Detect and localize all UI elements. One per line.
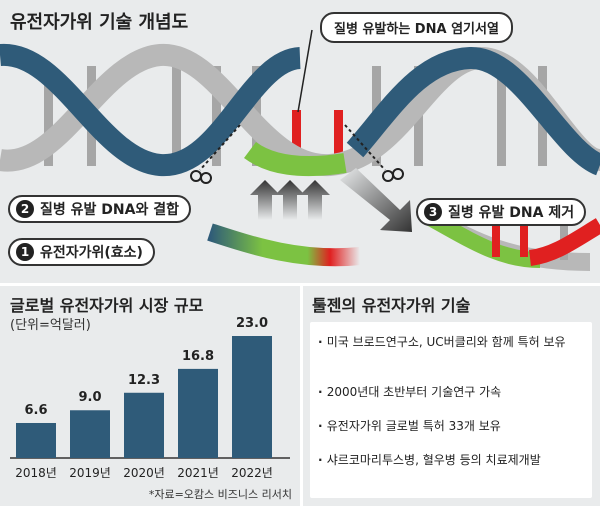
bar <box>16 422 56 458</box>
tech-item: 미국 브로드연구소, UC버클리와 함께 특허 보유 <box>318 334 584 350</box>
market-unit: (단위=억달러) <box>10 318 91 333</box>
x-tick-label: 2021년 <box>177 466 219 480</box>
bar-value-label: 9.0 <box>78 390 102 406</box>
dna-front-strand-2 <box>346 47 600 176</box>
tech-title: 툴젠의 유전자가위 기술 <box>312 296 471 315</box>
dna-front-strand <box>0 43 302 177</box>
bar <box>232 336 272 458</box>
x-tick-label: 2018년 <box>15 466 57 480</box>
step1-label: 유전자가위(효소) <box>40 245 143 261</box>
tech-list: 미국 브로드연구소, UC버클리와 함께 특허 보유 2000년대 초반부터 기… <box>310 322 592 498</box>
x-tick-label: 2020년 <box>123 466 165 480</box>
market-bar-chart <box>10 336 290 459</box>
x-tick-label: 2019년 <box>69 466 111 480</box>
disease-sequence-callout: 질병 유발하는 DNA 염기서열 <box>320 12 513 43</box>
diagram-panel: 유전자가위 기술 개념도 질병 유발하는 DNA 염기서열 2 질병 유발 DN… <box>0 12 600 271</box>
tech-item: 샤르코마리투스병, 혈우병 등의 치료제개발 <box>318 452 584 468</box>
callout-pointer <box>297 29 313 113</box>
step1-callout: 1 유전자가위(효소) <box>8 238 155 266</box>
market-title: 글로벌 유전자가위 시장 규모 <box>10 296 204 315</box>
bar-value-label: 23.0 <box>235 316 269 331</box>
up-arrows-icon <box>250 180 330 220</box>
tech-item: 유전자가위 글로벌 특허 33개 보유 <box>318 418 584 434</box>
cut-segment <box>244 141 347 177</box>
step3-number: 3 <box>424 203 442 221</box>
bar <box>124 392 164 458</box>
step2-number: 2 <box>16 200 34 218</box>
column-divider <box>300 286 303 506</box>
bar-value-label: 12.3 <box>127 372 161 388</box>
step2-callout: 2 질병 유발 DNA와 결합 <box>8 195 191 223</box>
bar <box>178 368 218 458</box>
market-source: *자료=오캄스 비즈니스 리서치 <box>148 488 292 501</box>
step1-number: 1 <box>16 243 34 261</box>
enzyme-strand <box>207 223 361 267</box>
section-divider <box>0 283 600 286</box>
diagonal-arrow-icon <box>340 168 412 232</box>
x-tick-label: 2022년 <box>231 466 273 480</box>
disease-rungs <box>292 110 343 166</box>
step3-label: 질병 유발 DNA 제거 <box>448 205 575 221</box>
scissors-icon <box>190 124 404 184</box>
bar <box>70 410 110 458</box>
tech-item: 2000년대 초반부터 기술연구 가속 <box>318 384 584 400</box>
step3-callout: 3 질병 유발 DNA 제거 <box>416 198 587 226</box>
step2-label: 질병 유발 DNA와 결합 <box>40 202 179 218</box>
diagram-title: 유전자가위 기술 개념도 <box>10 12 189 33</box>
bar-value-label: 16.8 <box>181 348 215 364</box>
bar-value-label: 6.6 <box>24 402 48 418</box>
dna-diagram <box>0 29 600 271</box>
